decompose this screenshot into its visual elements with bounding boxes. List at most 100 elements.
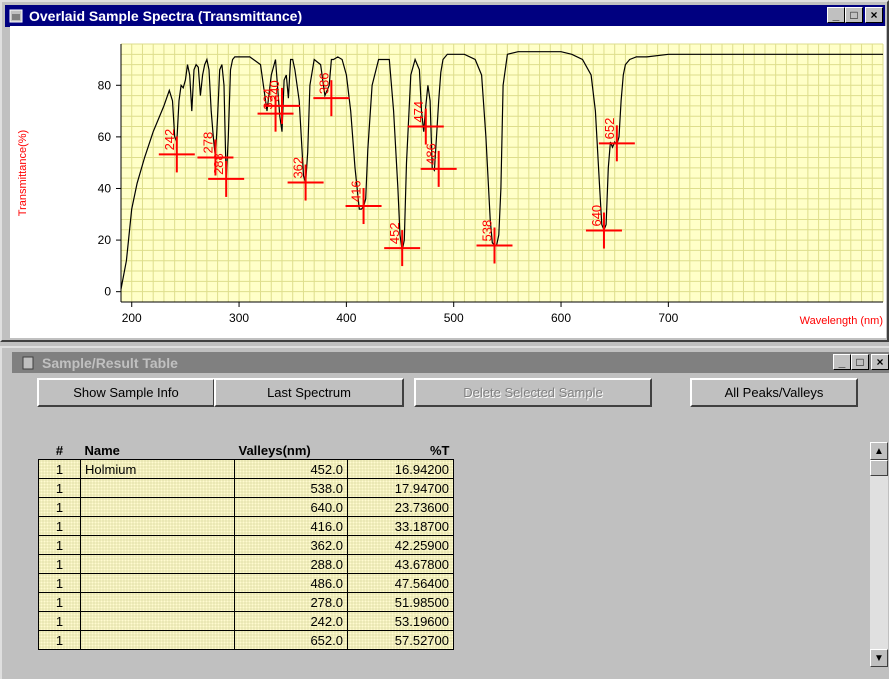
col-header-name[interactable]: Name xyxy=(84,443,120,458)
scroll-up-button[interactable]: ▲ xyxy=(870,442,888,460)
table-row[interactable]: 1 652.0 57.52700 xyxy=(38,630,454,650)
row-transmittance[interactable]: 57.52700 xyxy=(347,630,454,650)
row-valley[interactable]: 278.0 xyxy=(234,592,348,612)
table-row[interactable]: 1 288.0 43.67800 xyxy=(38,554,454,574)
row-name[interactable] xyxy=(80,554,235,574)
row-number[interactable]: 1 xyxy=(38,497,81,517)
table-close-button[interactable]: × xyxy=(871,354,889,370)
table-row[interactable]: 1 416.0 33.18700 xyxy=(38,516,454,536)
row-number[interactable]: 1 xyxy=(38,573,81,593)
x-tick-label: 600 xyxy=(551,311,571,325)
table-row[interactable]: 1 Holmium 452.0 16.94200 xyxy=(38,459,454,479)
row-name[interactable] xyxy=(80,573,235,593)
row-transmittance[interactable]: 33.18700 xyxy=(347,516,454,536)
row-name[interactable] xyxy=(80,592,235,612)
table-row[interactable]: 1 486.0 47.56400 xyxy=(38,573,454,593)
table-minimize-button[interactable]: _ xyxy=(833,354,851,370)
x-tick-label: 500 xyxy=(444,311,464,325)
peak-label: 416 xyxy=(349,180,364,202)
row-transmittance[interactable]: 53.19600 xyxy=(347,611,454,631)
peak-label: 640 xyxy=(589,205,604,227)
row-name[interactable] xyxy=(80,478,235,498)
row-name[interactable] xyxy=(80,535,235,555)
row-transmittance[interactable]: 16.94200 xyxy=(347,459,454,479)
spectrum-line xyxy=(120,51,883,290)
maximize-button[interactable]: □ xyxy=(845,7,863,23)
x-tick-label: 200 xyxy=(122,311,142,325)
show-sample-info-button[interactable]: Show Sample Info xyxy=(37,378,215,407)
peak-label: 334 xyxy=(261,88,276,110)
row-valley[interactable]: 640.0 xyxy=(234,497,348,517)
peak-label: 386 xyxy=(316,72,331,94)
peak-label: 362 xyxy=(291,157,306,179)
table-row[interactable]: 1 242.0 53.19600 xyxy=(38,611,454,631)
x-tick-label: 700 xyxy=(658,311,678,325)
results-table: # Name Valleys(nm) %T 1 Holmium 452.0 16.94… xyxy=(38,442,454,650)
row-valley[interactable]: 538.0 xyxy=(234,478,348,498)
row-name[interactable] xyxy=(80,497,235,517)
row-valley[interactable]: 242.0 xyxy=(234,611,348,631)
y-axis-label: Transmittance(%) xyxy=(17,130,29,216)
all-peaks-valleys-button[interactable]: All Peaks/Valleys xyxy=(690,378,858,407)
y-tick-label: 0 xyxy=(104,285,111,299)
row-transmittance[interactable]: 23.73600 xyxy=(347,497,454,517)
scroll-thumb[interactable] xyxy=(870,460,888,476)
table-row[interactable]: 1 538.0 17.94700 xyxy=(38,478,454,498)
peak-label: 278 xyxy=(200,132,215,154)
y-tick-label: 80 xyxy=(98,78,112,92)
row-number[interactable]: 1 xyxy=(38,478,81,498)
y-tick-label: 40 xyxy=(98,181,112,195)
table-app-icon xyxy=(22,356,36,370)
row-number[interactable]: 1 xyxy=(38,516,81,536)
row-number[interactable]: 1 xyxy=(38,554,81,574)
scroll-down-button[interactable]: ▼ xyxy=(870,649,888,667)
app-icon xyxy=(9,9,23,23)
row-number[interactable]: 1 xyxy=(38,592,81,612)
row-name[interactable] xyxy=(80,611,235,631)
col-header-transmittance[interactable]: %T xyxy=(430,443,450,458)
row-number[interactable]: 1 xyxy=(38,611,81,631)
table-row[interactable]: 1 362.0 42.25900 xyxy=(38,535,454,555)
table-vertical-scrollbar[interactable]: ▲ ▼ xyxy=(870,442,888,667)
col-header-number[interactable]: # xyxy=(55,443,64,458)
peak-label: 242 xyxy=(162,129,177,151)
row-name[interactable]: Holmium xyxy=(80,459,235,479)
spectrum-title-bar[interactable]: Overlaid Sample Spectra (Transmittance) … xyxy=(5,5,885,27)
spectrum-chart: 0 20 40 60 80 200 300 400 500 600 700 Transmittance… xyxy=(10,26,886,338)
row-valley[interactable]: 486.0 xyxy=(234,573,348,593)
table-row[interactable]: 1 278.0 51.98500 xyxy=(38,592,454,612)
row-valley[interactable]: 288.0 xyxy=(234,554,348,574)
peak-label: 538 xyxy=(479,220,494,242)
peak-label: 486 xyxy=(424,143,439,165)
plot-area xyxy=(121,44,883,302)
row-number[interactable]: 1 xyxy=(38,630,81,650)
row-valley[interactable]: 362.0 xyxy=(234,535,348,555)
row-number[interactable]: 1 xyxy=(38,459,81,479)
row-transmittance[interactable]: 43.67800 xyxy=(347,554,454,574)
row-transmittance[interactable]: 47.56400 xyxy=(347,573,454,593)
table-maximize-button[interactable]: □ xyxy=(851,354,869,370)
close-button[interactable]: × xyxy=(865,7,883,23)
row-transmittance[interactable]: 51.98500 xyxy=(347,592,454,612)
col-header-valleys[interactable]: Valleys(nm) xyxy=(238,443,311,458)
table-row[interactable]: 1 640.0 23.73600 xyxy=(38,497,454,517)
row-valley[interactable]: 652.0 xyxy=(234,630,348,650)
table-title-bar[interactable]: Sample/Result Table _ □ × xyxy=(12,352,889,373)
peak-label: 474 xyxy=(411,101,426,123)
peak-label: 340 xyxy=(267,80,282,102)
last-spectrum-button[interactable]: Last Spectrum xyxy=(214,378,404,407)
table-window-title: Sample/Result Table xyxy=(42,354,178,371)
row-name[interactable] xyxy=(80,630,235,650)
row-number[interactable]: 1 xyxy=(38,535,81,555)
row-valley[interactable]: 416.0 xyxy=(234,516,348,536)
y-tick-label: 60 xyxy=(98,130,112,144)
row-transmittance[interactable]: 42.25900 xyxy=(347,535,454,555)
minimize-button[interactable]: _ xyxy=(827,7,845,23)
row-transmittance[interactable]: 17.94700 xyxy=(347,478,454,498)
row-name[interactable] xyxy=(80,516,235,536)
y-tick-label: 20 xyxy=(98,233,112,247)
row-valley[interactable]: 452.0 xyxy=(234,459,348,479)
x-tick-label: 300 xyxy=(229,311,249,325)
delete-selected-sample-button[interactable]: Delete Selected Sample xyxy=(414,378,652,407)
x-tick-label: 400 xyxy=(336,311,356,325)
